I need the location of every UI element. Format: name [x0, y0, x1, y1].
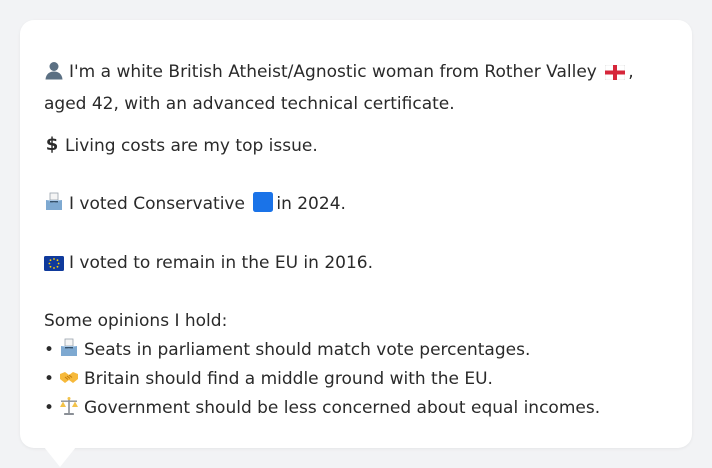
bubble-tail	[44, 447, 76, 467]
bullet: •	[44, 398, 55, 418]
opinion-text: Seats in parliament should match vote pe…	[84, 340, 531, 360]
svg-text:$: $	[46, 134, 59, 154]
england-flag-icon	[604, 61, 626, 90]
message-bubble: I'm a white British Atheist/Agnostic wom…	[20, 20, 692, 448]
intro-text-post: , aged 42, with an advanced technical ce…	[44, 62, 634, 114]
bullet: •	[44, 369, 55, 389]
opinion-item: • Government should be less concerned ab…	[44, 394, 600, 426]
issue-line: $ Living costs are my top issue.	[44, 132, 318, 164]
eu-flag-icon	[44, 252, 64, 281]
opinion-text: Government should be less concerned abou…	[84, 398, 601, 418]
eu-line: I voted to remain in the EU in 2016.	[44, 249, 373, 281]
ballot-box-icon	[44, 192, 64, 222]
opinion-text: Britain should find a middle ground with…	[84, 369, 493, 389]
vote-text-post: in 2024.	[276, 194, 346, 214]
bullet: •	[44, 340, 55, 360]
vote-line: I voted Conservative in 2024.	[44, 190, 346, 222]
intro-line: I'm a white British Atheist/Agnostic wom…	[44, 58, 668, 119]
ballot-box-icon	[59, 338, 79, 368]
vote-text-pre: I voted Conservative	[69, 194, 245, 214]
opinion-item: • Seats in parliament should match vote …	[44, 336, 530, 368]
intro-text-pre: I'm a white British Atheist/Agnostic wom…	[69, 62, 597, 82]
blue-square-icon	[253, 192, 274, 222]
eu-text: I voted to remain in the EU in 2016.	[69, 253, 373, 273]
opinions-heading: Some opinions I hold:	[44, 311, 228, 331]
opinion-item: • Britain should find a middle ground wi…	[44, 365, 493, 397]
dollar-icon: $	[44, 134, 60, 164]
scales-icon	[59, 396, 79, 426]
issue-text: Living costs are my top issue.	[65, 136, 318, 156]
person-icon	[44, 60, 64, 90]
handshake-icon	[59, 367, 79, 397]
